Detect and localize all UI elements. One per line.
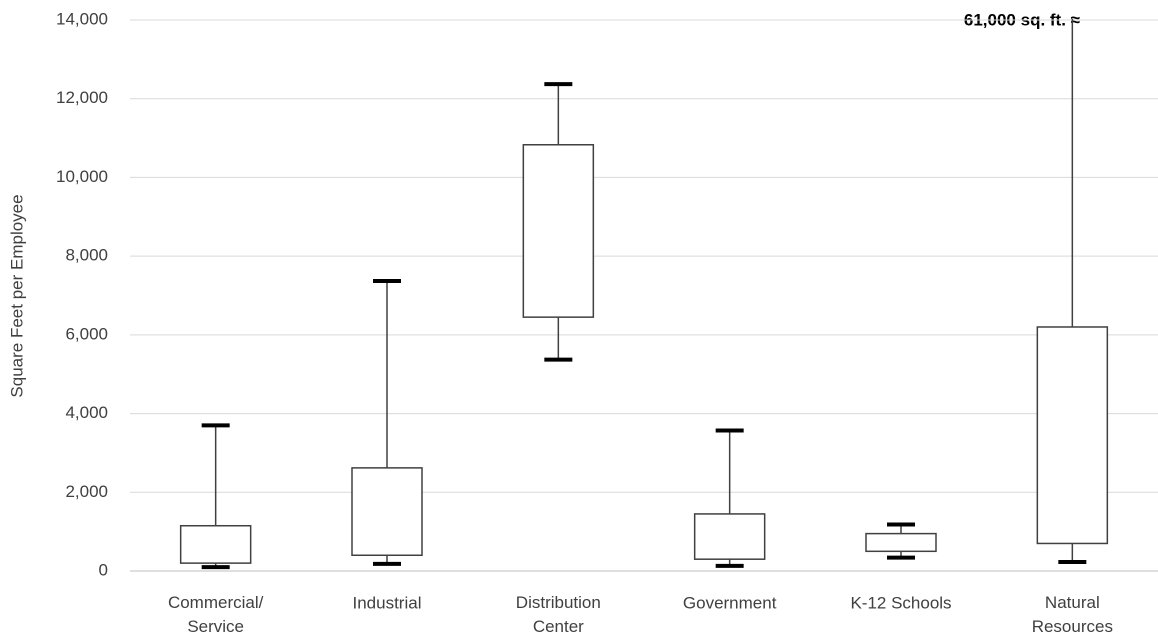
y-tick-label: 8,000 <box>65 246 108 265</box>
y-tick-label: 4,000 <box>65 403 108 422</box>
y-tick-label: 12,000 <box>56 88 108 107</box>
y-tick-label: 10,000 <box>56 167 108 186</box>
box <box>179 524 252 564</box>
y-tick-label: 6,000 <box>65 324 108 343</box>
x-tick-label: Commercial/Service <box>168 593 264 636</box>
box <box>865 532 937 553</box>
box <box>693 513 766 560</box>
x-tick-label: Distribution Center <box>516 593 601 636</box>
box <box>1036 326 1109 545</box>
y-tick-label: 2,000 <box>65 482 108 501</box>
y-tick-label: 14,000 <box>56 9 108 28</box>
x-tick-label: Natural Resources <box>1032 593 1113 636</box>
x-tick-label: Government <box>683 593 777 612</box>
box <box>351 467 423 557</box>
x-tick-label: Industrial <box>353 593 422 612</box>
x-tick-label: K-12 Schools <box>850 593 951 612</box>
y-tick-label: 0 <box>99 560 108 579</box>
y-axis-label: Square Feet per Employee <box>7 194 26 397</box>
box <box>522 144 595 318</box>
plot-area <box>179 19 1109 570</box>
